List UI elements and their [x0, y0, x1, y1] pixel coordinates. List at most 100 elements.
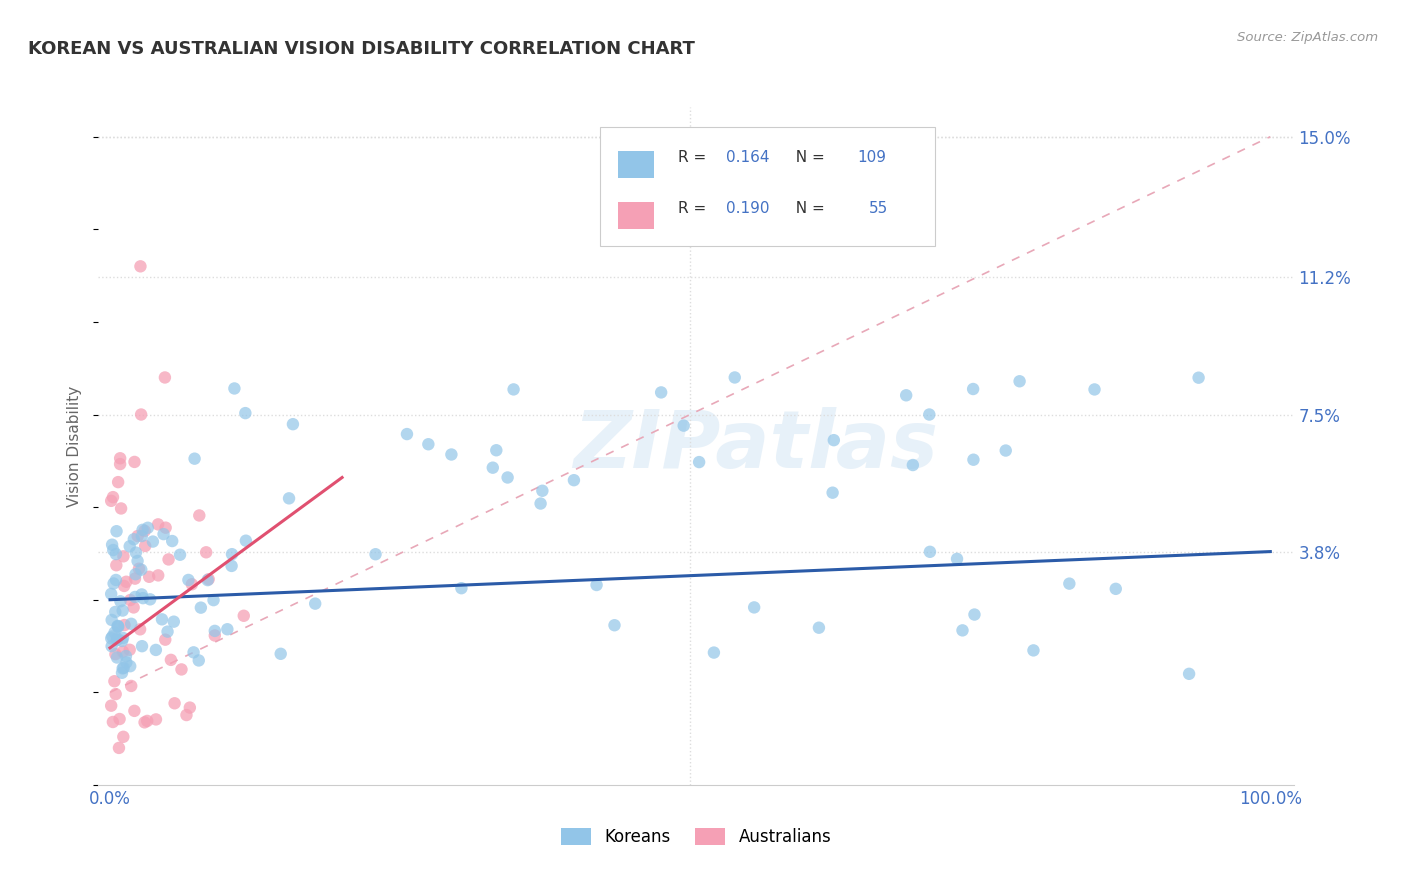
Point	[481, 460, 503, 475]
Point	[156, 624, 179, 639]
Point	[129, 260, 152, 274]
Point	[650, 385, 672, 400]
Point	[104, 547, 127, 561]
Point	[160, 534, 183, 549]
FancyBboxPatch shape	[600, 128, 935, 246]
Point	[115, 648, 138, 663]
Point	[281, 417, 304, 432]
Point	[170, 662, 193, 676]
Point	[901, 458, 924, 472]
Point	[100, 493, 122, 508]
Point	[107, 475, 129, 489]
Point	[105, 524, 128, 539]
Point	[100, 632, 122, 646]
Point	[136, 521, 159, 535]
FancyBboxPatch shape	[619, 202, 654, 229]
Point	[105, 558, 128, 573]
Point	[187, 653, 209, 667]
Point	[160, 653, 183, 667]
Point	[145, 643, 167, 657]
Point	[118, 539, 141, 553]
Point	[529, 497, 551, 511]
Point	[807, 621, 830, 635]
Point	[138, 570, 160, 584]
Point	[197, 573, 219, 587]
Point	[821, 485, 844, 500]
Point	[450, 581, 472, 595]
Point	[163, 615, 186, 629]
Point	[101, 630, 124, 644]
Point	[100, 613, 122, 627]
Point	[139, 592, 162, 607]
Point	[131, 639, 153, 653]
Point	[152, 527, 174, 541]
Text: ZIPatlas: ZIPatlas	[574, 407, 938, 485]
Point	[131, 587, 153, 601]
Point	[724, 370, 747, 384]
Text: Source: ZipAtlas.com: Source: ZipAtlas.com	[1237, 31, 1378, 45]
Point	[195, 545, 218, 559]
Point	[823, 433, 845, 447]
Point	[104, 647, 127, 661]
Point	[103, 576, 125, 591]
Point	[107, 620, 129, 634]
Point	[1059, 576, 1081, 591]
Point	[120, 659, 142, 673]
Point	[278, 491, 301, 506]
Point	[1105, 582, 1128, 596]
Point	[105, 633, 128, 648]
Point	[124, 567, 146, 582]
Point	[129, 563, 152, 577]
Point	[224, 381, 246, 395]
Text: KOREAN VS AUSTRALIAN VISION DISABILITY CORRELATION CHART: KOREAN VS AUSTRALIAN VISION DISABILITY C…	[28, 40, 695, 58]
Point	[1022, 643, 1045, 657]
Point	[232, 608, 254, 623]
Point	[177, 573, 200, 587]
Point	[129, 623, 152, 637]
Point	[112, 549, 135, 564]
Point	[1178, 666, 1201, 681]
Point	[418, 437, 440, 451]
Point	[100, 698, 122, 713]
Point	[1187, 370, 1209, 384]
Point	[221, 547, 243, 561]
Point	[103, 674, 125, 689]
Point	[127, 554, 149, 568]
Point	[111, 603, 134, 617]
Point	[105, 632, 128, 646]
Point	[120, 679, 142, 693]
Point	[134, 524, 156, 538]
Point	[235, 406, 257, 420]
Point	[217, 622, 239, 636]
Point	[169, 548, 191, 562]
Point	[115, 656, 138, 670]
Point	[204, 628, 226, 642]
Point	[190, 600, 212, 615]
Point	[163, 696, 186, 710]
Point	[962, 382, 984, 396]
Point	[104, 573, 127, 587]
Point	[104, 687, 127, 701]
Point	[585, 578, 607, 592]
Point	[1008, 374, 1031, 388]
Point	[896, 388, 918, 402]
Point	[124, 572, 146, 586]
Point	[118, 642, 141, 657]
Point	[111, 634, 134, 648]
Point	[107, 619, 129, 633]
Point	[672, 418, 695, 433]
Point	[124, 455, 146, 469]
Point	[485, 443, 508, 458]
Text: R =: R =	[678, 151, 711, 165]
Point	[150, 612, 173, 626]
Point	[108, 740, 131, 755]
Point	[142, 534, 165, 549]
Point	[101, 538, 124, 552]
Point	[994, 443, 1017, 458]
Point	[502, 383, 524, 397]
Point	[107, 619, 129, 633]
Point	[440, 448, 463, 462]
Point	[204, 624, 226, 638]
Point	[235, 533, 257, 548]
Point	[155, 632, 177, 647]
